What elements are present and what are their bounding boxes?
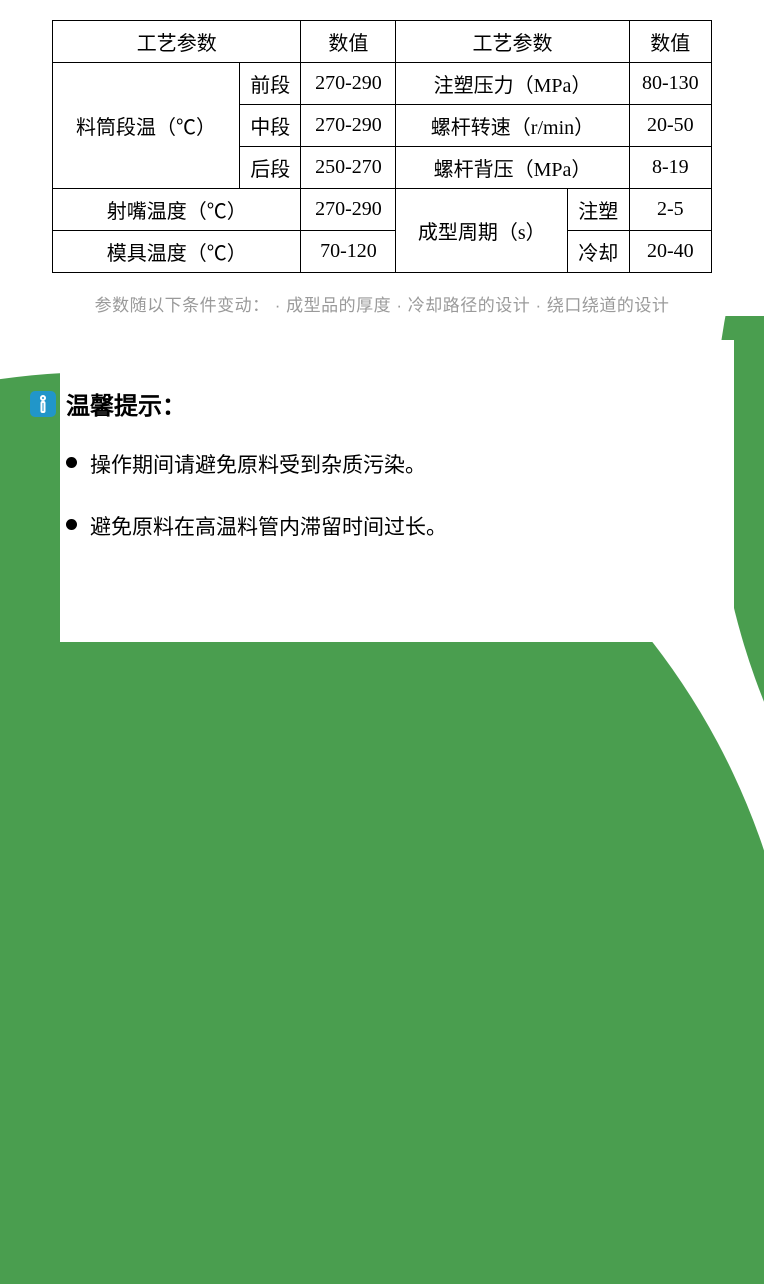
value-cell: 270-290 [301,63,396,105]
value-cell: 80-130 [629,63,711,105]
table-row: 射嘴温度（℃） 270-290 成型周期（s） 注塑 2-5 [53,189,712,231]
info-icon [30,391,56,417]
value-cell: 8-19 [629,147,711,189]
nozzle-temp-label: 射嘴温度（℃） [53,189,301,231]
value-cell: 250-270 [301,147,396,189]
process-parameters-table: 工艺参数 数值 工艺参数 数值 料筒段温（℃） 前段 270-290 注塑压力（… [52,20,712,273]
value-cell: 70-120 [301,231,396,273]
cycle-inject-label: 注塑 [568,189,629,231]
table-row: 料筒段温（℃） 前段 270-290 注塑压力（MPa） 80-130 [53,63,712,105]
header-value-right: 数值 [629,21,711,63]
value-cell: 2-5 [629,189,711,231]
tip-title: 温馨提示： [66,386,186,421]
tip-item: 避免原料在高温料管内滞留时间过长。 [66,511,734,541]
cycle-cool-label: 冷却 [568,231,629,273]
barrel-temp-label: 料筒段温（℃） [53,63,240,189]
tip-list: 操作期间请避免原料受到杂质污染。 避免原料在高温料管内滞留时间过长。 [66,449,734,541]
value-cell: 270-290 [301,189,396,231]
segment-cell: 前段 [239,63,300,105]
header-param-right: 工艺参数 [396,21,629,63]
value-cell: 20-40 [629,231,711,273]
value-cell: 270-290 [301,105,396,147]
cycle-label: 成型周期（s） [396,189,568,273]
param-cell: 螺杆背压（MPa） [396,147,629,189]
tip-item: 操作期间请避免原料受到杂质污染。 [66,449,734,479]
parameter-note: 参数随以下条件变动： · 成型品的厚度 · 冷却路径的设计 · 绕口绕道的设计 [30,291,734,316]
table-row: 模具温度（℃） 70-120 冷却 20-40 [53,231,712,273]
param-cell: 螺杆转速（r/min） [396,105,629,147]
segment-cell: 后段 [239,147,300,189]
tip-header: 温馨提示： [30,386,734,421]
param-cell: 注塑压力（MPa） [396,63,629,105]
table-section: 工艺参数 数值 工艺参数 数值 料筒段温（℃） 前段 270-290 注塑压力（… [0,0,764,316]
header-param-left: 工艺参数 [53,21,301,63]
table-header-row: 工艺参数 数值 工艺参数 数值 [53,21,712,63]
tip-section: 温馨提示： 操作期间请避免原料受到杂质污染。 避免原料在高温料管内滞留时间过长。 [0,316,764,541]
header-value-left: 数值 [301,21,396,63]
value-cell: 20-50 [629,105,711,147]
segment-cell: 中段 [239,105,300,147]
mold-temp-label: 模具温度（℃） [53,231,301,273]
